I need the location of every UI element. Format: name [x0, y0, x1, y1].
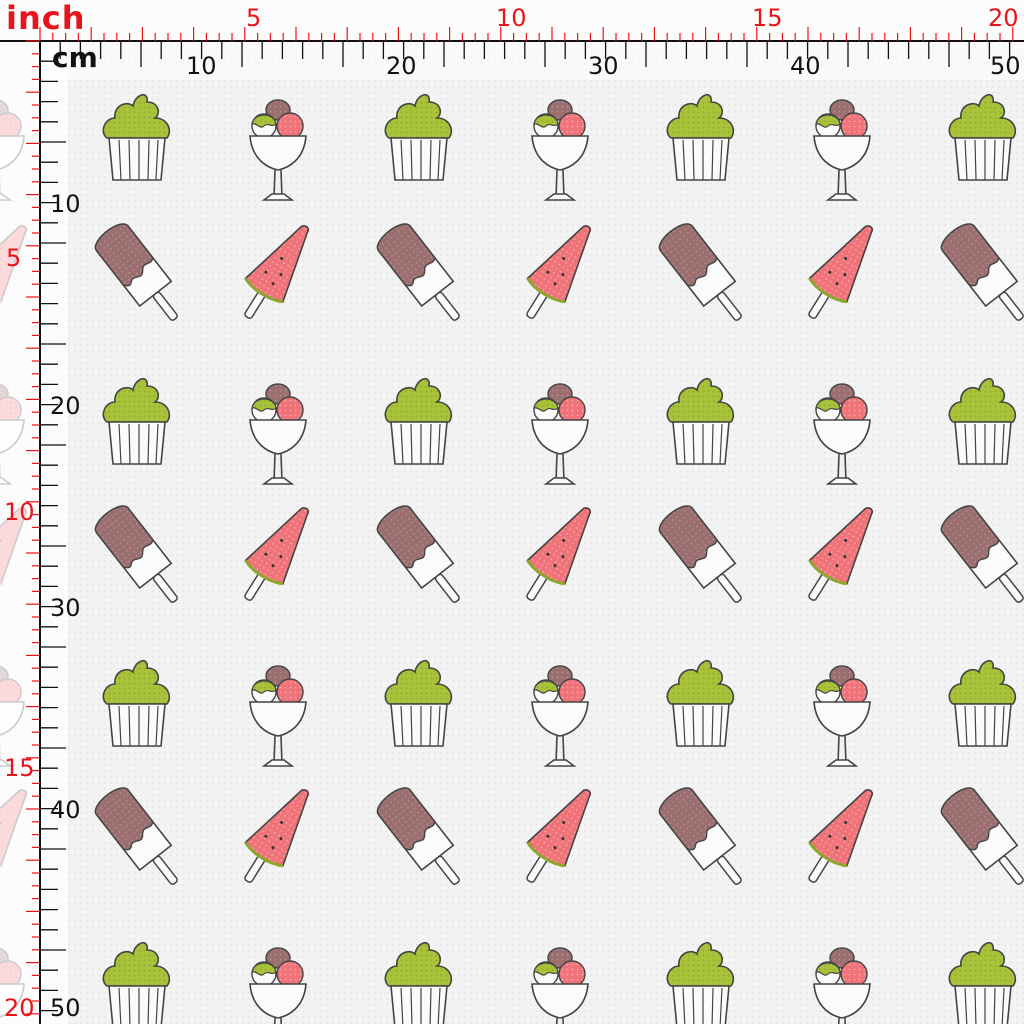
left-cm-number: 10	[50, 190, 81, 218]
top-cm-number: 20	[386, 52, 417, 80]
top-cm-number: 30	[588, 52, 619, 80]
left-cm-number: 30	[50, 594, 81, 622]
left-inch-number: 5	[6, 244, 22, 272]
left-cm-number: 20	[50, 392, 81, 420]
top-cm-number: 50	[990, 52, 1021, 80]
top-inch-number: 5	[246, 4, 262, 32]
left-cm-number: 40	[50, 796, 81, 824]
top-inch-number: 15	[752, 4, 783, 32]
top-inch-number: 20	[988, 4, 1019, 32]
top-inch-number: 10	[496, 4, 527, 32]
top-cm-number: 10	[186, 52, 217, 80]
inch-ruler-title: inch	[6, 0, 86, 37]
top-cm-number: 40	[790, 52, 821, 80]
cm-ruler-title: cm	[52, 41, 98, 74]
left-cm-number: 50	[50, 994, 81, 1022]
left-inch-number: 15	[4, 754, 35, 782]
left-inch-number: 20	[4, 994, 35, 1022]
left-inch-number: 10	[4, 498, 35, 526]
